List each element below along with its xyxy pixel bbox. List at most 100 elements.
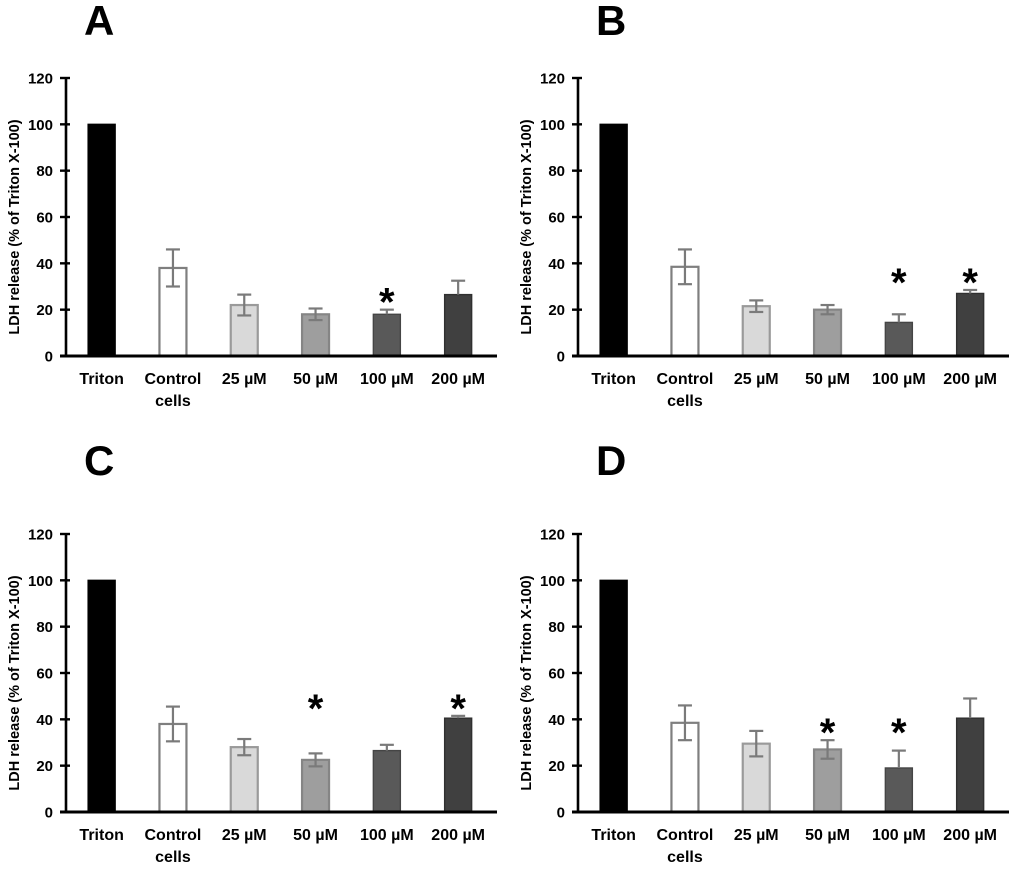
y-tick-label: 120 (28, 71, 53, 88)
x-tick-label-control-cells: Control cells (657, 827, 714, 866)
x-tick-label-line: Triton (591, 827, 635, 844)
y-tick-label: 120 (28, 527, 53, 544)
y-tick-label: 60 (548, 666, 565, 683)
error-bar-control-cells (677, 248, 692, 286)
x-tick-label-line: 25 µM (734, 827, 779, 844)
y-tick-label: 120 (540, 71, 565, 88)
x-tick-label-line: 100 µM (360, 371, 414, 388)
y-tick-label: 0 (45, 805, 53, 822)
bar-chart-a: * 0 20 40 60 80 100 120 LDH release (% of Triton… (7, 71, 497, 410)
x-tick-label-200-um: 200 µM (943, 827, 997, 844)
y-tick-label: 80 (36, 163, 53, 180)
bar-200-um (443, 717, 473, 813)
bar-triton (599, 579, 628, 813)
y-tick-label: 40 (36, 712, 53, 729)
x-tick-label-line: 25 µM (222, 827, 267, 844)
x-tick-label-200-um: 200 µM (431, 827, 485, 844)
panel-d: D * * 0 20 40 60 80 100 120 LDH release (% of Tri… (512, 434, 1024, 869)
y-tick-label: 40 (548, 712, 565, 729)
error-bar-50-um (308, 752, 323, 768)
x-tick-label-line: cells (155, 849, 191, 866)
y-tick-label: 80 (548, 163, 565, 180)
y-tick-label: 60 (36, 666, 53, 683)
chart-area: * 0 20 40 60 80 100 120 LDH release (% of Triton… (7, 71, 497, 410)
bar-25-um (229, 746, 259, 814)
y-tick-label: 40 (548, 256, 565, 273)
x-tick-label-50-um: 50 µM (293, 371, 338, 388)
bar-chart-c: * * 0 20 40 60 80 100 120 LDH release (% of Trito… (7, 527, 497, 866)
x-tick-label-line: 200 µM (943, 827, 997, 844)
x-tick-label-line: 50 µM (805, 827, 850, 844)
x-tick-label-line: Control (657, 371, 714, 388)
y-tick-label: 120 (540, 527, 565, 544)
x-tick-label-line: Control (657, 827, 714, 844)
error-bar-50-um (820, 303, 835, 316)
x-tick-label-50-um: 50 µM (805, 371, 850, 388)
error-bar-control-cells (165, 705, 180, 743)
x-tick-label-line: 50 µM (805, 371, 850, 388)
x-tick-label-line: Triton (591, 371, 635, 388)
bar-50-um (300, 313, 331, 358)
significance-asterisk-100-um: * (891, 261, 907, 305)
bar-chart-b: * * 0 20 40 60 80 100 120 LDH release (% of Trito… (519, 71, 1009, 410)
y-tick-label: 100 (28, 117, 53, 134)
x-tick-label-line: 100 µM (872, 827, 926, 844)
error-bar-50-um (308, 307, 323, 322)
panel-b: B * * 0 20 40 60 80 100 120 LDH release (% of Tri… (512, 0, 1024, 434)
x-tick-label-line: cells (667, 393, 703, 410)
y-tick-label: 0 (45, 349, 53, 366)
error-bar-100-um (379, 743, 394, 751)
y-axis-title: LDH release (% of Triton X-100) (519, 575, 535, 790)
panel-c: C * * 0 20 40 60 80 100 120 LDH release (% of Tri… (0, 434, 512, 869)
chart-area: * * 0 20 40 60 80 100 120 LDH release (% of Trito… (7, 527, 497, 866)
x-tick-label-triton: Triton (79, 371, 123, 388)
significance-asterisk-50-um: * (820, 711, 836, 755)
x-tick-label-control-cells: Control cells (145, 371, 202, 410)
x-tick-label-line: cells (667, 849, 703, 866)
x-tick-label-control-cells: Control cells (657, 371, 714, 410)
error-bar-25-um (749, 299, 764, 314)
panel-label-b: B (596, 0, 627, 44)
significance-asterisk-100-um: * (891, 711, 907, 755)
panel-label-c: C (84, 437, 115, 484)
y-tick-label: 80 (548, 619, 565, 636)
significance-asterisk-200-um: * (962, 261, 978, 305)
bar-50-um (812, 308, 843, 358)
bar-triton (87, 579, 116, 813)
y-tick-label: 100 (540, 117, 565, 134)
bar-100-um (884, 767, 914, 813)
x-tick-label-line: Triton (79, 827, 123, 844)
bar-100-um (372, 749, 402, 813)
error-bar-50-um (820, 739, 835, 760)
x-tick-label-100-um: 100 µM (360, 371, 414, 388)
x-tick-label-25-um: 25 µM (222, 371, 267, 388)
error-bar-100-um (379, 308, 394, 315)
x-tick-label-25-um: 25 µM (734, 827, 779, 844)
y-tick-label: 0 (557, 805, 565, 822)
y-tick-label: 60 (548, 210, 565, 227)
x-tick-label-100-um: 100 µM (872, 371, 926, 388)
error-bar-200-um (451, 714, 466, 719)
x-tick-label-line: 50 µM (293, 827, 338, 844)
x-tick-label-triton: Triton (591, 371, 635, 388)
bar-triton (599, 123, 628, 357)
x-tick-label-25-um: 25 µM (734, 371, 779, 388)
bar-50-um (300, 758, 331, 814)
x-tick-label-25-um: 25 µM (222, 827, 267, 844)
x-tick-label-triton: Triton (79, 827, 123, 844)
x-tick-label-line: Triton (79, 371, 123, 388)
y-tick-label: 100 (540, 573, 565, 590)
y-axis-title: LDH release (% of Triton X-100) (7, 575, 23, 790)
y-tick-label: 20 (36, 758, 53, 775)
y-tick-label: 0 (557, 349, 565, 366)
significance-asterisk-100-um: * (379, 281, 395, 325)
y-tick-label: 40 (36, 256, 53, 273)
y-axis-title: LDH release (% of Triton X-100) (519, 119, 535, 334)
x-tick-label-line: Control (145, 371, 202, 388)
x-tick-label-triton: Triton (591, 827, 635, 844)
x-tick-label-control-cells: Control cells (145, 827, 202, 866)
error-bar-200-um (451, 279, 466, 295)
bar-triton (87, 123, 116, 357)
bar-200-um (443, 293, 473, 357)
